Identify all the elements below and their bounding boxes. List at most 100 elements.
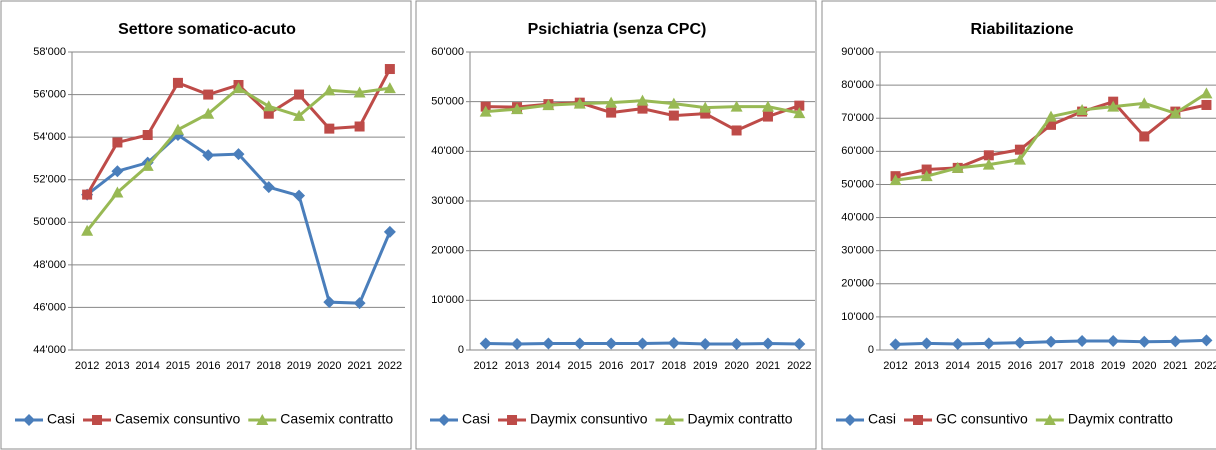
x-tick-label: 2014 — [536, 360, 560, 372]
x-tick-label: 2017 — [1039, 360, 1063, 372]
legend-label: Casemix consuntivo — [115, 411, 240, 427]
marker — [699, 101, 712, 113]
y-tick-label: 90'000 — [841, 46, 874, 58]
marker — [82, 189, 93, 200]
marker — [606, 107, 617, 118]
marker — [793, 107, 806, 119]
chart-title: Settore somatico-acuto — [118, 21, 296, 38]
y-tick-label: 0 — [868, 344, 874, 356]
marker — [263, 108, 274, 119]
x-tick-label: 2021 — [756, 360, 780, 372]
x-tick-label: 2022 — [378, 360, 402, 372]
y-tick-label: 60'000 — [841, 145, 874, 157]
y-tick-label: 58'000 — [33, 46, 66, 58]
marker — [1200, 87, 1213, 99]
marker — [111, 186, 124, 198]
x-tick-label: 2015 — [977, 360, 1001, 372]
marker — [573, 337, 586, 350]
y-tick-label: 46'000 — [33, 301, 66, 313]
marker — [730, 100, 743, 112]
x-tick-label: 2012 — [473, 360, 497, 372]
marker — [1138, 335, 1151, 348]
marker — [889, 174, 902, 186]
chart-title: Riabilitazione — [970, 21, 1073, 38]
x-tick-label: 2020 — [317, 360, 341, 372]
marker — [323, 296, 336, 309]
marker — [141, 159, 154, 171]
marker — [700, 108, 711, 119]
y-tick-label: 60'000 — [431, 46, 464, 58]
marker — [354, 121, 365, 132]
legend-label: Daymix contratto — [1068, 411, 1173, 427]
marker — [844, 414, 856, 426]
legend-label: Casi — [462, 411, 490, 427]
x-tick-label: 2017 — [226, 360, 250, 372]
marker — [479, 337, 492, 350]
marker — [383, 225, 396, 238]
marker — [1169, 107, 1182, 119]
marker — [542, 337, 555, 350]
marker — [1076, 335, 1089, 348]
marker — [667, 97, 680, 109]
y-tick-label: 48'000 — [33, 259, 66, 271]
x-tick-label: 2016 — [1008, 360, 1032, 372]
marker — [1107, 100, 1120, 112]
x-tick-label: 2018 — [257, 360, 281, 372]
marker — [232, 82, 245, 94]
y-tick-label: 50'000 — [841, 178, 874, 190]
marker — [293, 189, 306, 202]
marker — [889, 338, 902, 351]
marker — [731, 125, 742, 136]
x-tick-label: 2021 — [1163, 360, 1187, 372]
marker — [1200, 334, 1213, 347]
x-tick-label: 2015 — [166, 360, 190, 372]
x-tick-label: 2020 — [724, 360, 748, 372]
marker — [112, 137, 123, 148]
marker — [1045, 335, 1057, 348]
y-tick-label: 54'000 — [33, 131, 66, 143]
marker — [383, 82, 396, 94]
x-tick-label: 2022 — [787, 360, 811, 372]
legend-label: Casi — [47, 411, 75, 427]
legend-label: Casi — [868, 411, 896, 427]
marker — [323, 84, 336, 96]
marker — [232, 148, 245, 161]
series-line — [86, 133, 392, 305]
marker — [920, 337, 933, 350]
marker — [262, 181, 275, 194]
x-tick-label: 2018 — [1070, 360, 1094, 372]
x-tick-label: 2015 — [568, 360, 592, 372]
x-tick-label: 2016 — [196, 360, 220, 372]
marker — [636, 337, 649, 350]
x-tick-label: 2022 — [1194, 360, 1216, 372]
marker — [1169, 335, 1182, 348]
marker — [913, 415, 924, 425]
x-tick-label: 2019 — [1101, 360, 1125, 372]
marker — [293, 109, 306, 121]
marker — [1013, 336, 1026, 349]
marker — [761, 100, 774, 112]
marker — [384, 64, 395, 75]
marker — [605, 96, 618, 108]
x-tick-label: 2013 — [505, 360, 529, 372]
y-tick-label: 70'000 — [841, 112, 874, 124]
marker — [81, 224, 94, 236]
legend-label: Casemix contratto — [280, 411, 393, 427]
x-tick-label: 2019 — [287, 360, 311, 372]
y-tick-label: 50'000 — [33, 216, 66, 228]
y-tick-label: 80'000 — [841, 79, 874, 91]
marker — [256, 414, 269, 425]
marker — [479, 105, 492, 117]
marker — [203, 89, 214, 100]
chart-title: Psichiatria (senza CPC) — [528, 21, 707, 38]
y-tick-label: 30'000 — [431, 195, 464, 207]
legend-label: Daymix consuntivo — [530, 411, 648, 427]
marker — [982, 337, 995, 350]
y-tick-label: 0 — [458, 344, 464, 356]
marker — [171, 123, 184, 135]
y-tick-label: 20'000 — [841, 278, 874, 290]
marker — [920, 170, 933, 182]
marker — [636, 94, 649, 106]
y-tick-label: 52'000 — [33, 174, 66, 186]
